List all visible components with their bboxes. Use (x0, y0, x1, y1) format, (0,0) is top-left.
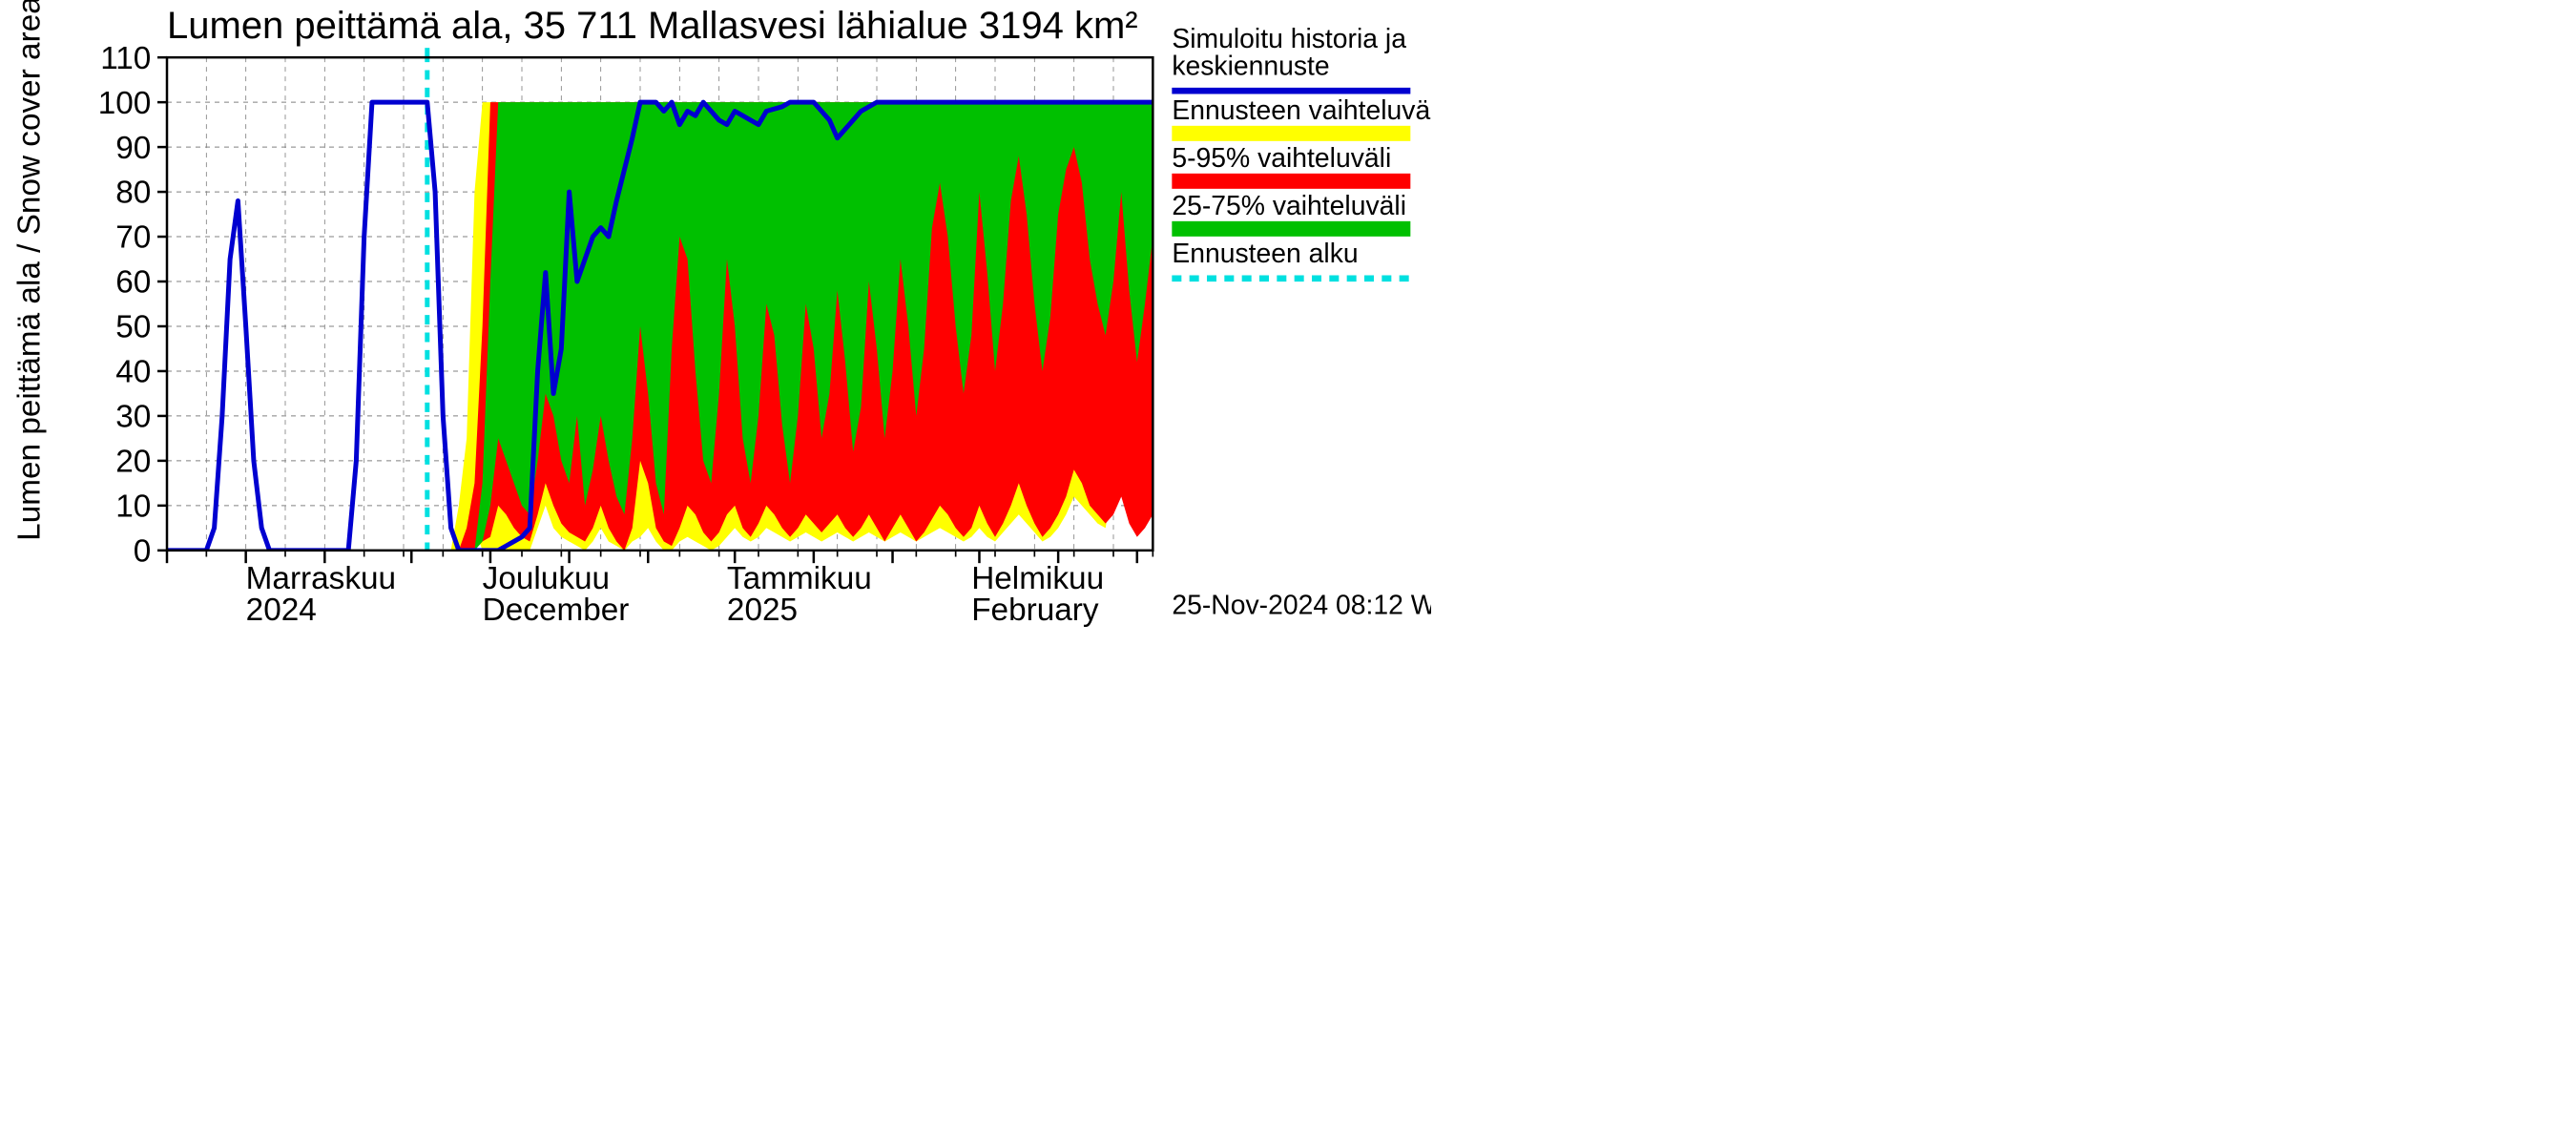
y-tick-label: 60 (115, 265, 151, 301)
y-tick-label: 90 (115, 131, 151, 166)
y-tick-label: 80 (115, 176, 151, 211)
y-tick-label: 50 (115, 310, 151, 345)
legend-label: 25-75% vaihteluväli (1172, 191, 1406, 221)
x-month-label: Helmikuu (971, 561, 1104, 596)
y-tick-label: 100 (98, 86, 152, 121)
y-tick-label: 20 (115, 445, 151, 480)
x-month-label: Marraskuu (246, 561, 396, 596)
x-month-label2: 2024 (246, 593, 317, 628)
legend-label: Ennusteen alku (1172, 239, 1358, 269)
chart-title: Lumen peittämä ala, 35 711 Mallasvesi lä… (167, 5, 1138, 47)
y-tick-label: 110 (100, 41, 151, 76)
legend-label: Simuloitu historia ja (1172, 24, 1406, 54)
legend-swatch (1172, 174, 1410, 189)
x-month-label2: February (971, 593, 1099, 628)
legend-label: 5-95% vaihteluväli (1172, 143, 1391, 174)
legend-swatch (1172, 126, 1410, 141)
y-axis-label: Lumen peittämä ala / Snow cover area % (12, 0, 48, 541)
y-tick-label: 40 (115, 355, 151, 390)
legend-swatch (1172, 221, 1410, 237)
y-tick-label: 70 (115, 220, 151, 256)
x-month-label2: December (483, 593, 630, 628)
chart-container: Lumen peittämä ala, 35 711 Mallasvesi lä… (0, 0, 1431, 636)
legend-label: keskiennuste (1172, 51, 1329, 81)
y-tick-label: 30 (115, 400, 151, 435)
snow-cover-chart: Lumen peittämä ala, 35 711 Mallasvesi lä… (0, 0, 1431, 636)
legend-label: Ennusteen vaihteluväli (1172, 95, 1431, 126)
timestamp: 25-Nov-2024 08:12 WSFS-O (1172, 591, 1431, 621)
x-month-label: Joulukuu (483, 561, 610, 596)
x-month-label2: 2025 (727, 593, 798, 628)
x-month-label: Tammikuu (727, 561, 872, 596)
y-tick-label: 0 (134, 534, 152, 570)
y-tick-label: 10 (115, 489, 151, 525)
